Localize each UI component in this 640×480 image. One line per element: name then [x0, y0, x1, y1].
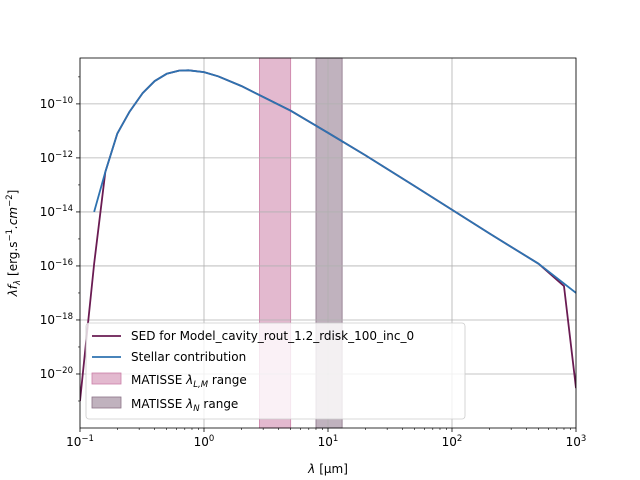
y-tick-label: 10−16 [40, 258, 73, 273]
y-tick-label: 10−14 [40, 204, 73, 219]
x-axis-label-symbol: λ [307, 462, 315, 476]
x-tick-label: 103 [566, 434, 587, 449]
legend-label-band-n-post: range [200, 397, 239, 411]
legend: SED for Model_cavity_rout_1.2_rdisk_100_… [85, 322, 466, 420]
y-axis-label-sup1: −1 [5, 229, 15, 242]
legend-label-sed: SED for Model_cavity_rout_1.2_rdisk_100_… [131, 329, 414, 343]
legend-label-stellar: Stellar contribution [131, 350, 246, 364]
legend-label-band-lm-pre: MATISSE [131, 373, 186, 387]
x-tick-label: 102 [442, 434, 463, 449]
y-axis-label-unit: [erg.s [6, 242, 20, 276]
legend-box [85, 322, 466, 420]
y-axis-label-sup2: −2 [5, 194, 15, 207]
y-tick-label: 10−20 [40, 366, 73, 381]
y-axis-label-sub: λ [13, 280, 23, 286]
series-line-1 [93, 69, 576, 294]
x-tick-label: 101 [318, 434, 339, 449]
x-tick-label: 10−1 [66, 434, 94, 449]
legend-label-band-lm-sym: λ [185, 373, 193, 387]
legend-label-band-lm-post: range [208, 373, 247, 387]
legend-swatch-band-lm [91, 372, 122, 385]
x-tick-label: 100 [194, 434, 215, 449]
y-axis-label: λfλ [erg.s−1.cm−2] [5, 190, 23, 298]
legend-swatch-band-n [91, 396, 122, 409]
legend-label-band-n: MATISSE λN range [131, 397, 238, 414]
y-tick-label: 10−18 [40, 312, 73, 327]
legend-label-band-n-pre: MATISSE [131, 397, 186, 411]
y-axis-label-end: ] [6, 190, 20, 195]
x-axis-label: λ [μm] [307, 462, 348, 476]
y-tick-label: 10−12 [40, 150, 73, 165]
ticks-layer: 10−1 100 101 102 103 10−20 10−18 10−16 10−14 10−1… [40, 76, 587, 449]
x-axis-label-unit: [μm] [319, 462, 348, 476]
legend-label-band-lm: MATISSE λL,M range [131, 373, 247, 390]
legend-label-band-lm-sub: L,M [193, 380, 208, 390]
y-axis-label-mid: .cm [6, 207, 20, 229]
y-tick-label: 10−10 [40, 96, 73, 111]
series-layer [80, 69, 576, 402]
legend-label-band-n-sym: λ [185, 397, 193, 411]
y-axis-label-main: λf [6, 283, 20, 297]
legend-label-band-n-sub: N [193, 404, 200, 414]
